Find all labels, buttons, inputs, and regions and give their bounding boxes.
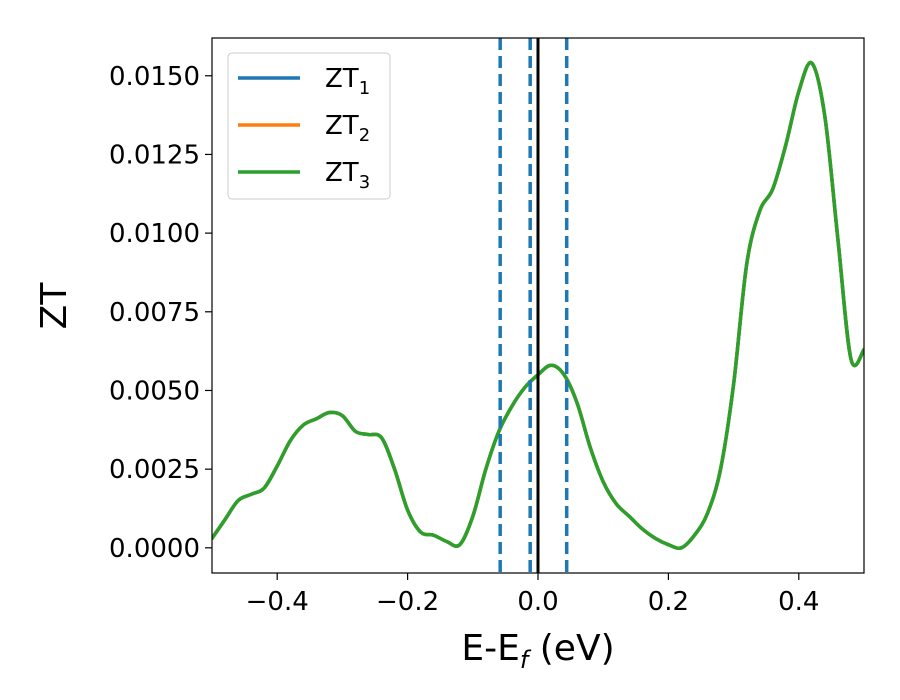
axes-frame	[211, 37, 865, 574]
series-line-zt3	[212, 60, 864, 550]
y-tick-label: 0.0125	[109, 140, 200, 170]
y-tick-label: 0.0150	[109, 62, 200, 92]
y-tick-label: 0.0100	[109, 219, 200, 249]
plot-area	[212, 38, 864, 573]
legend-entry-zt3: ZT3	[325, 158, 370, 193]
y-tick-label: 0.0075	[109, 298, 200, 328]
y-tick-label: 0.0025	[109, 455, 200, 485]
legend-entry-zt1: ZT1	[325, 64, 370, 99]
legend-entry-zt2: ZT2	[325, 111, 370, 146]
x-tick-label: 0.2	[648, 587, 689, 617]
legend-label-zt1: ZT	[325, 64, 359, 94]
legend: ZT1 ZT2 ZT3	[227, 52, 391, 200]
legend-label-zt3: ZT	[325, 158, 359, 188]
legend-label-zt2: ZT	[325, 111, 359, 141]
y-tick-label: 0.0050	[109, 376, 200, 406]
axis-ticks: −0.4 −0.2 0.0 0.2 0.4 0.0000 0.0025 0.0050 0.007…	[109, 62, 819, 617]
legend-sub-zt3: 3	[359, 172, 370, 193]
x-tick-label: −0.2	[376, 587, 439, 617]
x-axis-label-main: E-E	[461, 628, 519, 669]
legend-sub-zt2: 2	[359, 125, 370, 146]
x-tick-label: 0.4	[778, 587, 819, 617]
x-axis-label-unit: (eV)	[528, 628, 614, 669]
x-tick-label: 0.0	[517, 587, 558, 617]
plot-clip-group	[212, 38, 864, 573]
y-axis-label: ZT	[34, 282, 75, 330]
legend-sub-zt1: 1	[359, 78, 370, 99]
x-axis-label: E-Ef (eV)	[461, 628, 614, 674]
y-tick-label: 0.0000	[109, 534, 200, 564]
legend-box	[227, 52, 391, 200]
x-tick-label: −0.4	[246, 587, 309, 617]
